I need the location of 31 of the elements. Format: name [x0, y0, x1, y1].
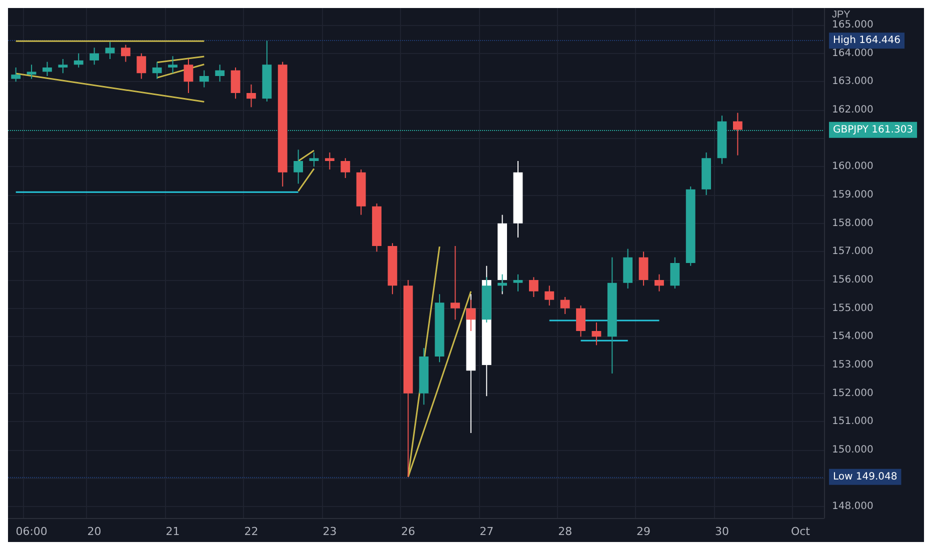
- y-tick-label: 159.000: [832, 190, 874, 200]
- y-tick-label: 155.000: [832, 302, 874, 314]
- y-tick-label: 165.000: [832, 20, 874, 30]
- y-tick-label: 164.000: [832, 48, 874, 59]
- x-tick-label: Oct: [790, 525, 811, 538]
- x-tick-label: 20: [87, 525, 102, 538]
- x-tick-label: 29: [636, 525, 651, 538]
- y-tick-label: 152.000: [832, 388, 874, 399]
- x-tick-label: 28: [558, 525, 572, 538]
- y-tick-label: 163.000: [832, 76, 874, 88]
- y-axis-title: JPY: [832, 10, 851, 21]
- y-tick-label: 156.000: [832, 274, 874, 286]
- y-tick-label: 150.000: [832, 444, 874, 456]
- y-tick-label: 151.000: [832, 416, 874, 428]
- x-tick-label: 30: [715, 525, 729, 538]
- ref-line-label: Low 149.048: [833, 471, 898, 482]
- y-tick-label: 148.000: [832, 501, 874, 512]
- y-tick-label: 158.000: [832, 218, 874, 229]
- ref-line-label: GBPJPY 161.303: [833, 124, 914, 136]
- y-tick-label: 162.000: [832, 104, 874, 116]
- y-tick-label: 160.000: [832, 161, 874, 172]
- x-tick-label: 27: [480, 525, 494, 538]
- x-tick-label: 26: [401, 525, 416, 538]
- y-tick-label: 154.000: [832, 331, 874, 342]
- x-tick-label: 23: [322, 525, 337, 538]
- ref-line-label: High 164.446: [833, 35, 901, 46]
- x-tick-label: 22: [244, 525, 258, 538]
- x-tick-label: 06:00: [16, 525, 48, 538]
- y-tick-label: 153.000: [832, 360, 874, 370]
- x-tick-label: 21: [166, 525, 180, 538]
- y-tick-label: 157.000: [832, 246, 874, 258]
